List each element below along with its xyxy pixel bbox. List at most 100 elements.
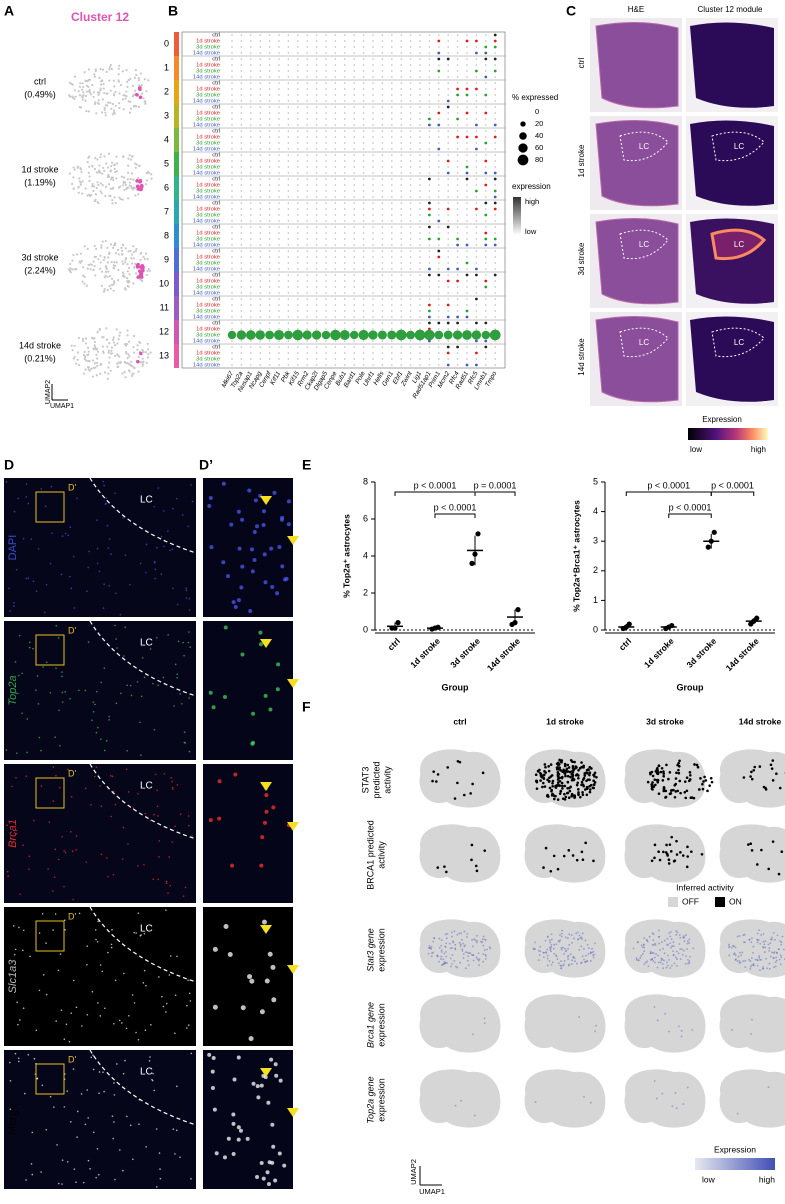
dot [241, 352, 243, 354]
dot [419, 298, 421, 300]
cell [658, 930, 660, 932]
cell [561, 782, 564, 785]
dot [419, 118, 421, 120]
dot [344, 304, 346, 306]
dot [269, 76, 271, 78]
dot [250, 340, 252, 342]
signal [143, 982, 145, 984]
dot [335, 70, 337, 72]
axis-label: UMAP2 [409, 1159, 418, 1185]
dot [335, 322, 337, 324]
dot [391, 178, 393, 180]
dot [466, 178, 469, 181]
data-point [512, 620, 517, 625]
dot [484, 112, 487, 115]
dot [306, 190, 308, 192]
y-tick-label: 2 [593, 565, 598, 575]
dot [457, 112, 459, 114]
dot [335, 82, 337, 84]
cell [781, 941, 783, 943]
cell [679, 934, 681, 936]
dot [410, 52, 412, 54]
dot [306, 88, 308, 90]
umap-cell [103, 170, 105, 172]
dot [259, 34, 261, 36]
signal [115, 980, 117, 982]
dot [278, 280, 280, 282]
p-value: p < 0.0001 [647, 480, 690, 490]
column-header: 3d stroke [646, 716, 684, 726]
dot [335, 166, 337, 168]
cell [461, 939, 463, 941]
cell [577, 932, 579, 934]
dot [494, 196, 497, 199]
dot [344, 202, 346, 204]
signal [145, 572, 147, 574]
signal [152, 878, 154, 880]
dot [485, 82, 487, 84]
umap-cell [112, 113, 114, 115]
dot [410, 136, 412, 138]
dot [325, 238, 327, 240]
dot [475, 340, 478, 343]
dot [372, 238, 374, 240]
signal [130, 685, 132, 687]
umap-cell [147, 79, 149, 81]
dot [475, 352, 478, 355]
dot [429, 256, 431, 258]
umap-cell [70, 271, 72, 273]
signal [212, 705, 216, 709]
dot [288, 106, 290, 108]
dot [353, 136, 355, 138]
cell [589, 771, 592, 774]
dot [419, 70, 421, 72]
umap-cell [112, 103, 114, 105]
cell [772, 759, 775, 762]
umap-cell [107, 373, 109, 375]
dot [419, 358, 421, 360]
cell [458, 933, 460, 935]
dot [466, 184, 468, 186]
dot [288, 304, 290, 306]
signal [115, 804, 117, 806]
dot [306, 130, 308, 132]
row-label: predicted [371, 761, 381, 798]
umap-cell [96, 365, 98, 367]
dot [250, 70, 252, 72]
dot [288, 232, 290, 234]
dot [316, 166, 318, 168]
signal [211, 1086, 215, 1090]
dot [466, 346, 468, 348]
dot [259, 172, 261, 174]
dot [485, 118, 487, 120]
dot [344, 142, 346, 144]
dot [438, 214, 440, 216]
cell [552, 961, 554, 963]
dot [335, 298, 337, 300]
dot [410, 244, 412, 246]
dot [325, 40, 327, 42]
dot [466, 118, 468, 120]
cell [472, 1033, 474, 1035]
dot [429, 250, 431, 252]
cell [443, 963, 445, 965]
dot [475, 268, 478, 271]
dot [410, 346, 412, 348]
dot [325, 304, 327, 306]
cell [739, 935, 741, 937]
umap-cell [90, 368, 92, 370]
signal [138, 1123, 140, 1125]
cell [769, 968, 771, 970]
dot [400, 346, 402, 348]
region-label: LC [639, 142, 649, 151]
signal [36, 590, 38, 592]
signal [46, 662, 48, 664]
umap-cell [123, 108, 125, 110]
signal [141, 696, 143, 698]
dot [410, 328, 412, 330]
umap-cell [99, 373, 101, 375]
row-label: 14d stroke [577, 338, 586, 376]
cell [447, 933, 449, 935]
cell [669, 967, 671, 969]
dot [250, 322, 252, 324]
